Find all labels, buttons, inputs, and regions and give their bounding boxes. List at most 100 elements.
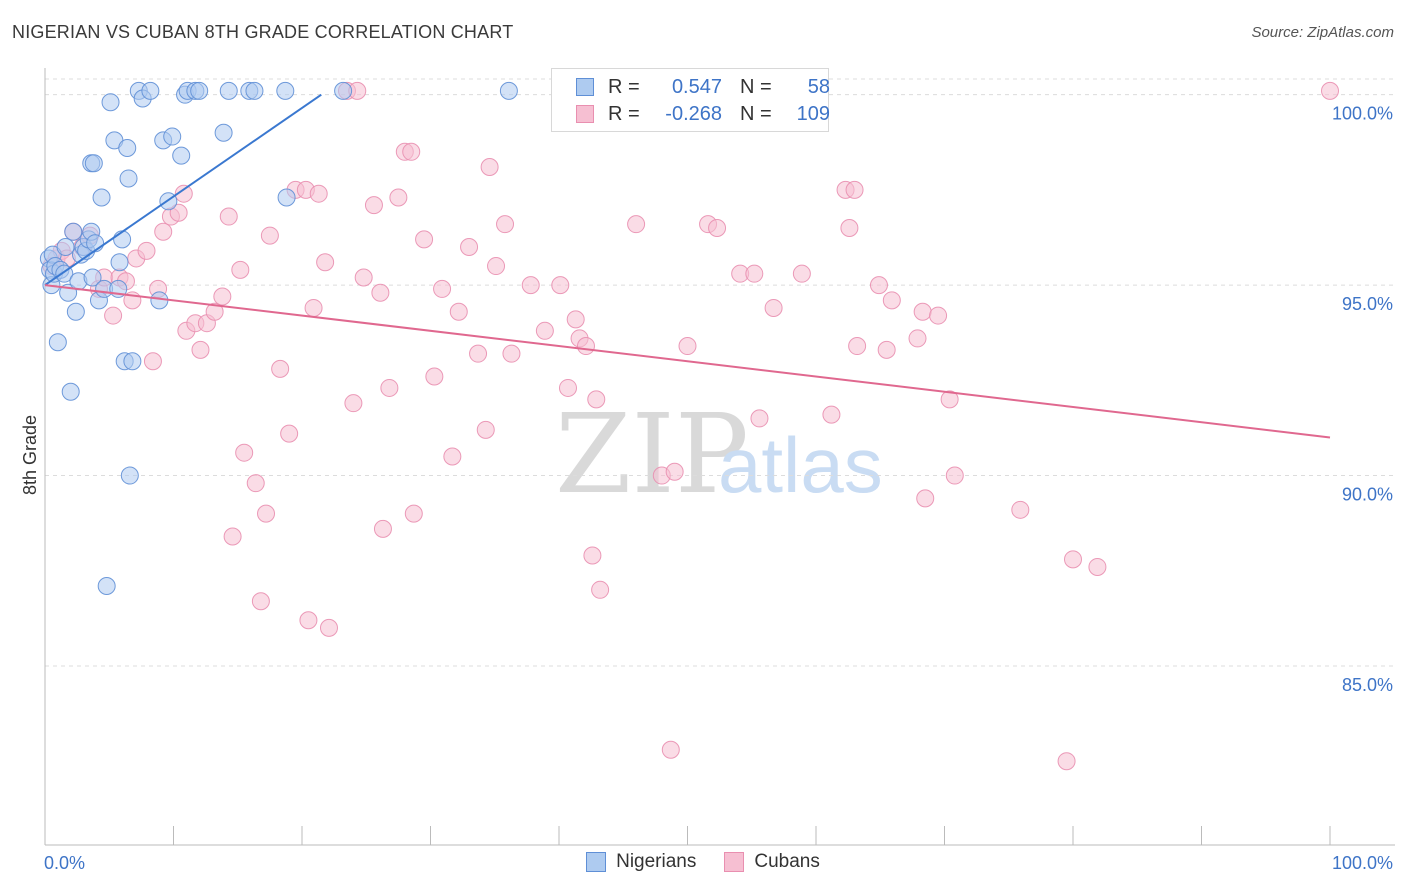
cuban-point — [678, 337, 697, 356]
cuban-point — [521, 276, 540, 295]
cuban-point — [665, 462, 684, 481]
nigerian-point — [56, 238, 75, 257]
cuban-point — [344, 394, 363, 413]
nigerian-point — [86, 234, 105, 253]
cuban-point — [415, 230, 434, 249]
cuban-point — [213, 287, 232, 306]
nigerian-point — [190, 81, 209, 100]
cuban-point — [354, 268, 373, 287]
nigerian-n-value: 58 — [807, 75, 830, 98]
nigerian-point — [113, 230, 132, 249]
legend-row-cubans: R = -0.268 N = 109 — [576, 101, 830, 127]
x-tick-label-min: 0.0% — [44, 853, 85, 873]
source-label: Source: ZipAtlas.com — [1251, 24, 1394, 41]
x-tick-label-max: 100.0% — [1332, 853, 1393, 873]
cuban-point — [502, 344, 521, 363]
cuban-n-value: 109 — [796, 102, 830, 125]
y-tick-label: 95.0% — [1342, 294, 1393, 314]
cuban-point — [460, 238, 479, 257]
cuban-point — [402, 142, 421, 161]
cuban-point — [661, 740, 680, 759]
cuban-point — [627, 215, 646, 234]
cuban-point — [764, 298, 783, 317]
cuban-point — [869, 276, 888, 295]
nigerian-swatch — [576, 78, 594, 96]
nigerian-point — [214, 123, 233, 142]
cuban-point — [487, 257, 506, 276]
cuban-point — [319, 618, 338, 637]
nigerian-point — [123, 352, 142, 371]
cuban-point — [945, 466, 964, 485]
nigerian-point — [61, 382, 80, 401]
nigerian-point — [172, 146, 191, 165]
nigerian-point — [48, 333, 67, 352]
nigerian-point — [276, 81, 295, 100]
cuban-point — [169, 203, 188, 222]
cuban-point — [591, 580, 610, 599]
nigerian-point — [110, 253, 129, 272]
nigerian-point — [334, 81, 353, 100]
cuban-point — [404, 504, 423, 523]
cuban-point — [551, 276, 570, 295]
nigerian-point — [118, 138, 137, 157]
cuban-point — [583, 546, 602, 565]
cubans-legend-swatch — [724, 852, 745, 872]
chart-title: NIGERIAN VS CUBAN 8TH GRADE CORRELATION … — [12, 22, 514, 42]
cuban-point — [137, 241, 156, 260]
cuban-point — [231, 260, 250, 279]
cuban-point — [223, 527, 242, 546]
cuban-point — [143, 352, 162, 371]
cuban-point — [822, 405, 841, 424]
cuban-point — [1057, 752, 1076, 771]
legend-item-cubans[interactable]: Cubans — [724, 851, 820, 873]
cuban-point — [425, 367, 444, 386]
nigerian-point — [163, 127, 182, 146]
nigerian-point — [119, 169, 138, 188]
cuban-point — [271, 359, 290, 378]
cuban-point — [877, 340, 896, 359]
nigerian-point — [219, 81, 238, 100]
legend-item-nigerians[interactable]: Nigerians — [586, 851, 696, 873]
cuban-point — [257, 504, 276, 523]
y-tick-label: 90.0% — [1342, 485, 1393, 505]
nigerian-point — [101, 93, 120, 112]
nigerian-point — [245, 81, 264, 100]
cuban-point — [280, 424, 299, 443]
watermark-atlas: atlas — [718, 421, 883, 509]
cuban-point — [191, 340, 210, 359]
nigerian-n-label: N = — [740, 75, 772, 98]
cuban-point — [913, 302, 932, 321]
stats-legend: R = 0.547 N = 58 R = -0.268 N = 109 — [551, 68, 830, 132]
cuban-point — [848, 337, 867, 356]
cubans-legend-label: Cubans — [754, 851, 820, 872]
cuban-point — [750, 409, 769, 428]
cuban-n-label: N = — [740, 102, 772, 125]
cuban-point — [587, 390, 606, 409]
cuban-point — [219, 207, 238, 226]
watermark-zip: ZIP — [555, 390, 749, 518]
cuban-point — [1088, 557, 1107, 576]
cuban-point — [929, 306, 948, 325]
nigerian-point — [499, 81, 518, 100]
nigerian-trend-line — [44, 93, 322, 286]
cuban-r-value: -0.268 — [665, 102, 722, 125]
cuban-point — [373, 519, 392, 538]
nigerian-point — [84, 154, 103, 173]
legend-row-nigerians: R = 0.547 N = 58 — [576, 74, 830, 100]
cuban-trend-line — [44, 284, 1331, 439]
cuban-point — [840, 218, 859, 237]
cuban-point — [316, 253, 335, 272]
nigerians-legend-swatch — [586, 852, 607, 872]
cuban-swatch — [576, 105, 594, 123]
nigerian-point — [92, 188, 111, 207]
tick-labels: 85.0% 90.0% 95.0% 100.0% 0.0% 100.0% — [44, 104, 1393, 873]
nigerian-point — [141, 81, 160, 100]
trend-lines — [44, 93, 1331, 439]
nigerian-point — [66, 302, 85, 321]
gridlines — [45, 78, 1395, 667]
cuban-point — [299, 611, 318, 630]
nigerian-point — [277, 188, 296, 207]
nigerians-legend-label: Nigerians — [616, 851, 697, 872]
cuban-point — [566, 310, 585, 329]
